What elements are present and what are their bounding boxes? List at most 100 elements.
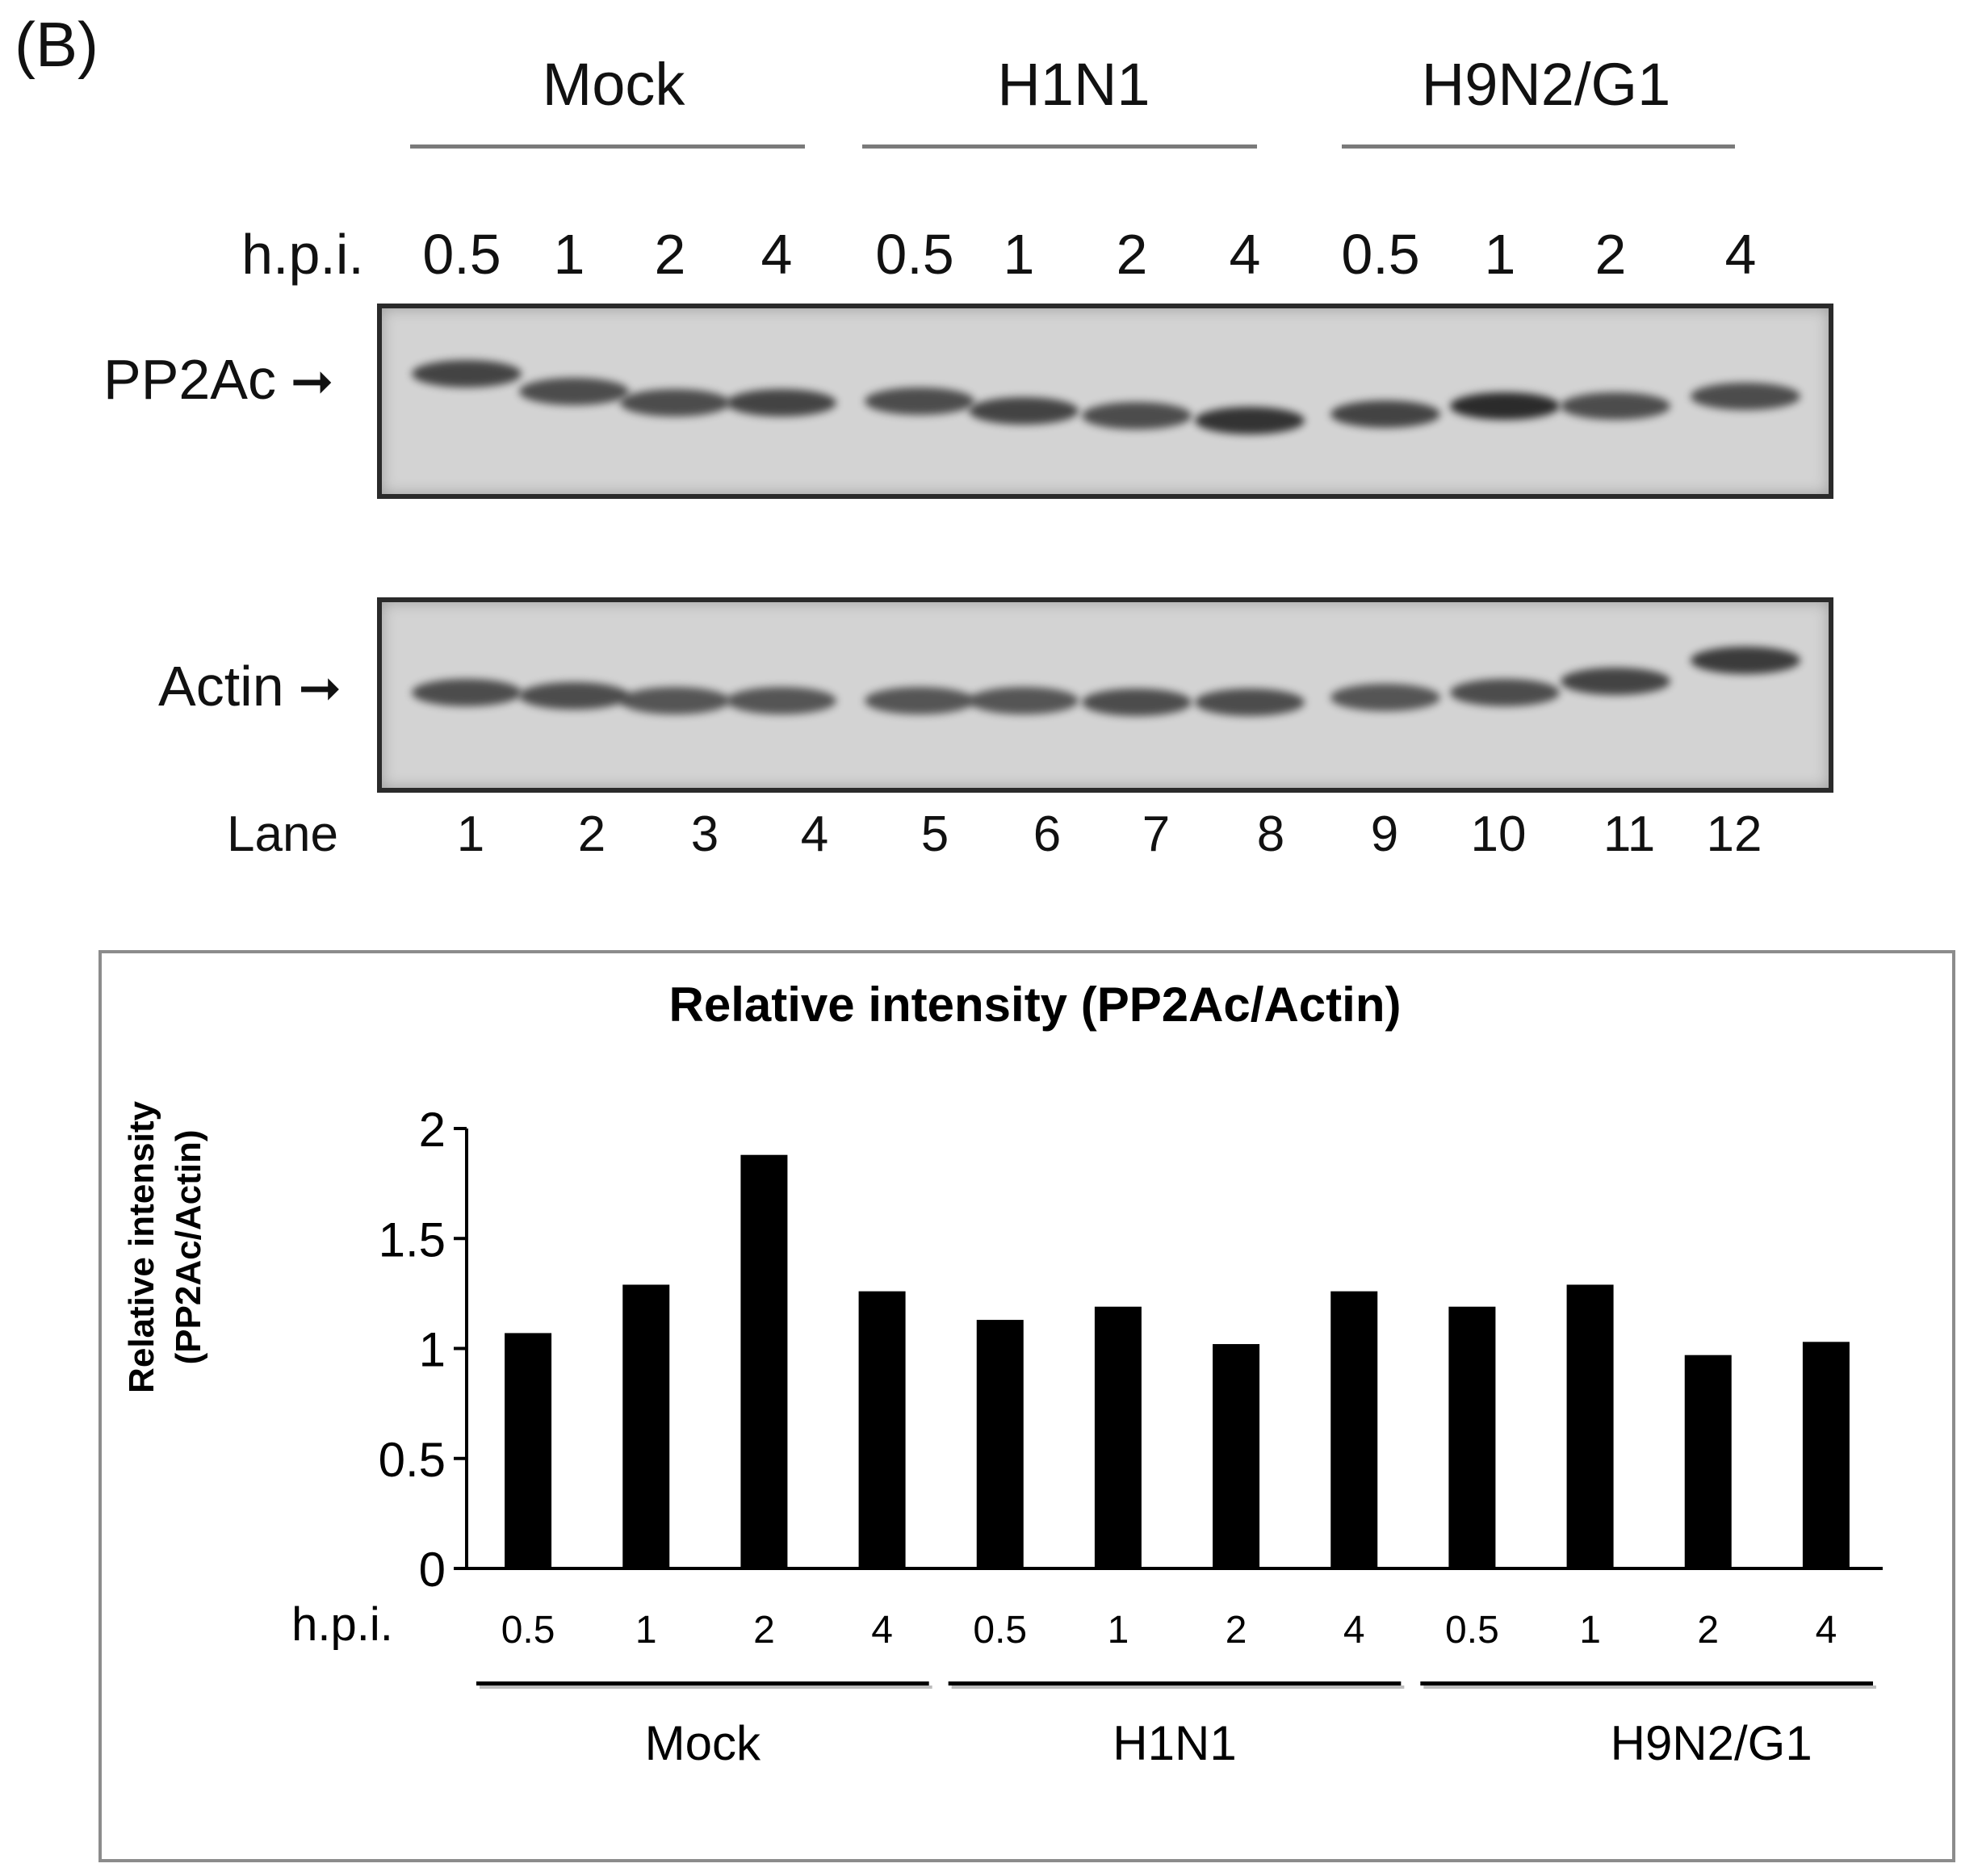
- blot-hpi-value: 1: [1484, 223, 1516, 286]
- x-tick-label: 2: [1697, 1609, 1719, 1652]
- bar: [740, 1154, 788, 1568]
- y-tick-label: 0: [419, 1543, 446, 1597]
- lane-number: 6: [1033, 806, 1062, 862]
- chart-frame: [98, 950, 1955, 1862]
- group-line-shadow: [1423, 1685, 1876, 1689]
- bar: [858, 1291, 906, 1568]
- blot-hpi-label: h.p.i.: [241, 223, 364, 286]
- actin-blot: [377, 597, 1833, 793]
- group-label: Mock: [645, 1716, 761, 1770]
- blot-band: [969, 687, 1079, 714]
- y-axis-label: Relative intensity: [122, 1101, 161, 1393]
- lane-number: 7: [1142, 806, 1171, 862]
- lane-number: 4: [800, 806, 829, 862]
- blot-band: [1561, 392, 1670, 420]
- blot-group-label: H9N2/G1: [1421, 51, 1671, 118]
- x-tick-label: 0.5: [1445, 1609, 1499, 1652]
- lane-number: 10: [1470, 806, 1527, 862]
- lane-number: 2: [577, 806, 606, 862]
- blot-hpi-value: 2: [1594, 223, 1627, 286]
- blot-band: [1082, 402, 1192, 429]
- blot-hpi-value: 4: [1724, 223, 1757, 286]
- lane-number: 9: [1370, 806, 1399, 862]
- y-axis-label-units: (PP2Ac/Actin): [169, 1130, 208, 1365]
- x-tick-label: 4: [871, 1609, 893, 1652]
- x-tick-label: 1: [1108, 1609, 1129, 1652]
- blot-hpi-value: 0.5: [875, 223, 954, 286]
- group-line-shadow: [951, 1685, 1405, 1689]
- blot-group-line: [862, 144, 1257, 149]
- x-axis-label: h.p.i.: [291, 1598, 393, 1651]
- bar: [622, 1284, 670, 1568]
- blot-band: [519, 682, 629, 710]
- y-tick-label: 1: [419, 1323, 446, 1377]
- blot-hpi-value: 4: [761, 223, 793, 286]
- blot-band: [1082, 689, 1192, 716]
- blot-hpi-value: 1: [1003, 223, 1035, 286]
- lane-number: 8: [1256, 806, 1285, 862]
- lane-number: 3: [690, 806, 719, 862]
- group-line: [1420, 1681, 1873, 1685]
- bar: [976, 1320, 1024, 1568]
- blot-hpi-value: 0.5: [422, 223, 501, 286]
- x-tick-label: 0.5: [973, 1609, 1027, 1652]
- blot-band: [727, 687, 836, 714]
- blot-band: [1195, 689, 1305, 716]
- blot-hpi-value: 2: [654, 223, 686, 286]
- blot-band: [1691, 383, 1800, 410]
- x-tick-label: 2: [753, 1609, 775, 1652]
- bar: [1448, 1306, 1496, 1568]
- blot-group-label: Mock: [542, 51, 685, 118]
- blot-band: [1330, 400, 1440, 428]
- blot-group-line: [410, 144, 805, 149]
- blot-band: [865, 687, 974, 714]
- blot-group-label: H1N1: [997, 51, 1150, 118]
- lane-number: 11: [1603, 806, 1656, 862]
- panel-letter: (B): [15, 9, 98, 80]
- lane-number: 1: [456, 806, 485, 862]
- blot-band: [1561, 668, 1670, 695]
- group-label: H9N2/G1: [1611, 1716, 1812, 1770]
- blot-band: [1691, 647, 1800, 674]
- y-tick-label: 2: [419, 1103, 446, 1157]
- blot-band: [1330, 684, 1440, 711]
- pp2ac-label: PP2Ac ➞: [103, 348, 334, 411]
- group-line: [948, 1681, 1402, 1685]
- arrow-right-icon: ➞: [283, 659, 342, 717]
- blot-band: [1450, 392, 1560, 420]
- chart-title: Relative intensity (PP2Ac/Actin): [669, 978, 1402, 1032]
- bar: [1566, 1284, 1614, 1568]
- blot-band: [620, 687, 730, 714]
- lane-label: Lane: [227, 806, 338, 862]
- group-label: H1N1: [1112, 1716, 1236, 1770]
- bar: [1330, 1291, 1378, 1568]
- blot-hpi-value: 2: [1116, 223, 1148, 286]
- x-tick-label: 1: [635, 1609, 657, 1652]
- blot-band: [519, 378, 629, 405]
- blot-hpi-value: 0.5: [1341, 223, 1420, 286]
- arrow-right-icon: ➞: [276, 352, 334, 410]
- bar: [1802, 1342, 1850, 1568]
- blot-band: [412, 360, 522, 387]
- group-line: [476, 1681, 929, 1685]
- blot-hpi-value: 1: [553, 223, 585, 286]
- x-tick-label: 2: [1226, 1609, 1247, 1652]
- pp2ac-blot: [377, 304, 1833, 499]
- blot-band: [727, 389, 836, 417]
- blot-hpi-value: 4: [1229, 223, 1261, 286]
- blot-band: [1450, 679, 1560, 706]
- x-tick-label: 4: [1816, 1609, 1837, 1652]
- lane-number: 12: [1706, 806, 1762, 862]
- x-tick-label: 0.5: [501, 1609, 555, 1652]
- bar: [505, 1333, 552, 1568]
- blot-group-line: [1342, 144, 1735, 149]
- blot-band: [969, 397, 1079, 425]
- lane-number: 5: [920, 806, 949, 862]
- group-line-shadow: [480, 1685, 932, 1689]
- bar: [1094, 1306, 1142, 1568]
- blot-band: [865, 387, 974, 415]
- blot-band: [620, 389, 730, 417]
- blot-band: [412, 679, 522, 706]
- blot-band: [1195, 407, 1305, 434]
